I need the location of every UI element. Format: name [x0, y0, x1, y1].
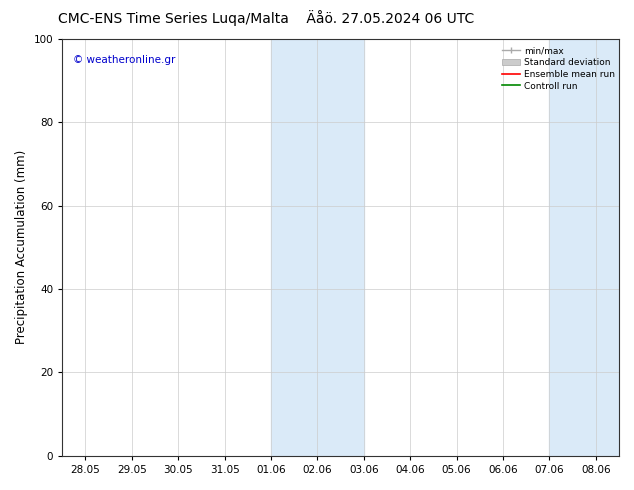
Y-axis label: Precipitation Accumulation (mm): Precipitation Accumulation (mm) [15, 150, 28, 344]
Text: CMC-ENS Time Series Luqa/Malta    Äåö. 27.05.2024 06 UTC: CMC-ENS Time Series Luqa/Malta Äåö. 27.0… [58, 10, 474, 26]
Text: © weatheronline.gr: © weatheronline.gr [74, 55, 176, 65]
Bar [550, 39, 619, 456]
Bar [271, 39, 364, 456]
Legend: min/max, Standard deviation, Ensemble mean run, Controll run: min/max, Standard deviation, Ensemble me… [499, 44, 618, 93]
